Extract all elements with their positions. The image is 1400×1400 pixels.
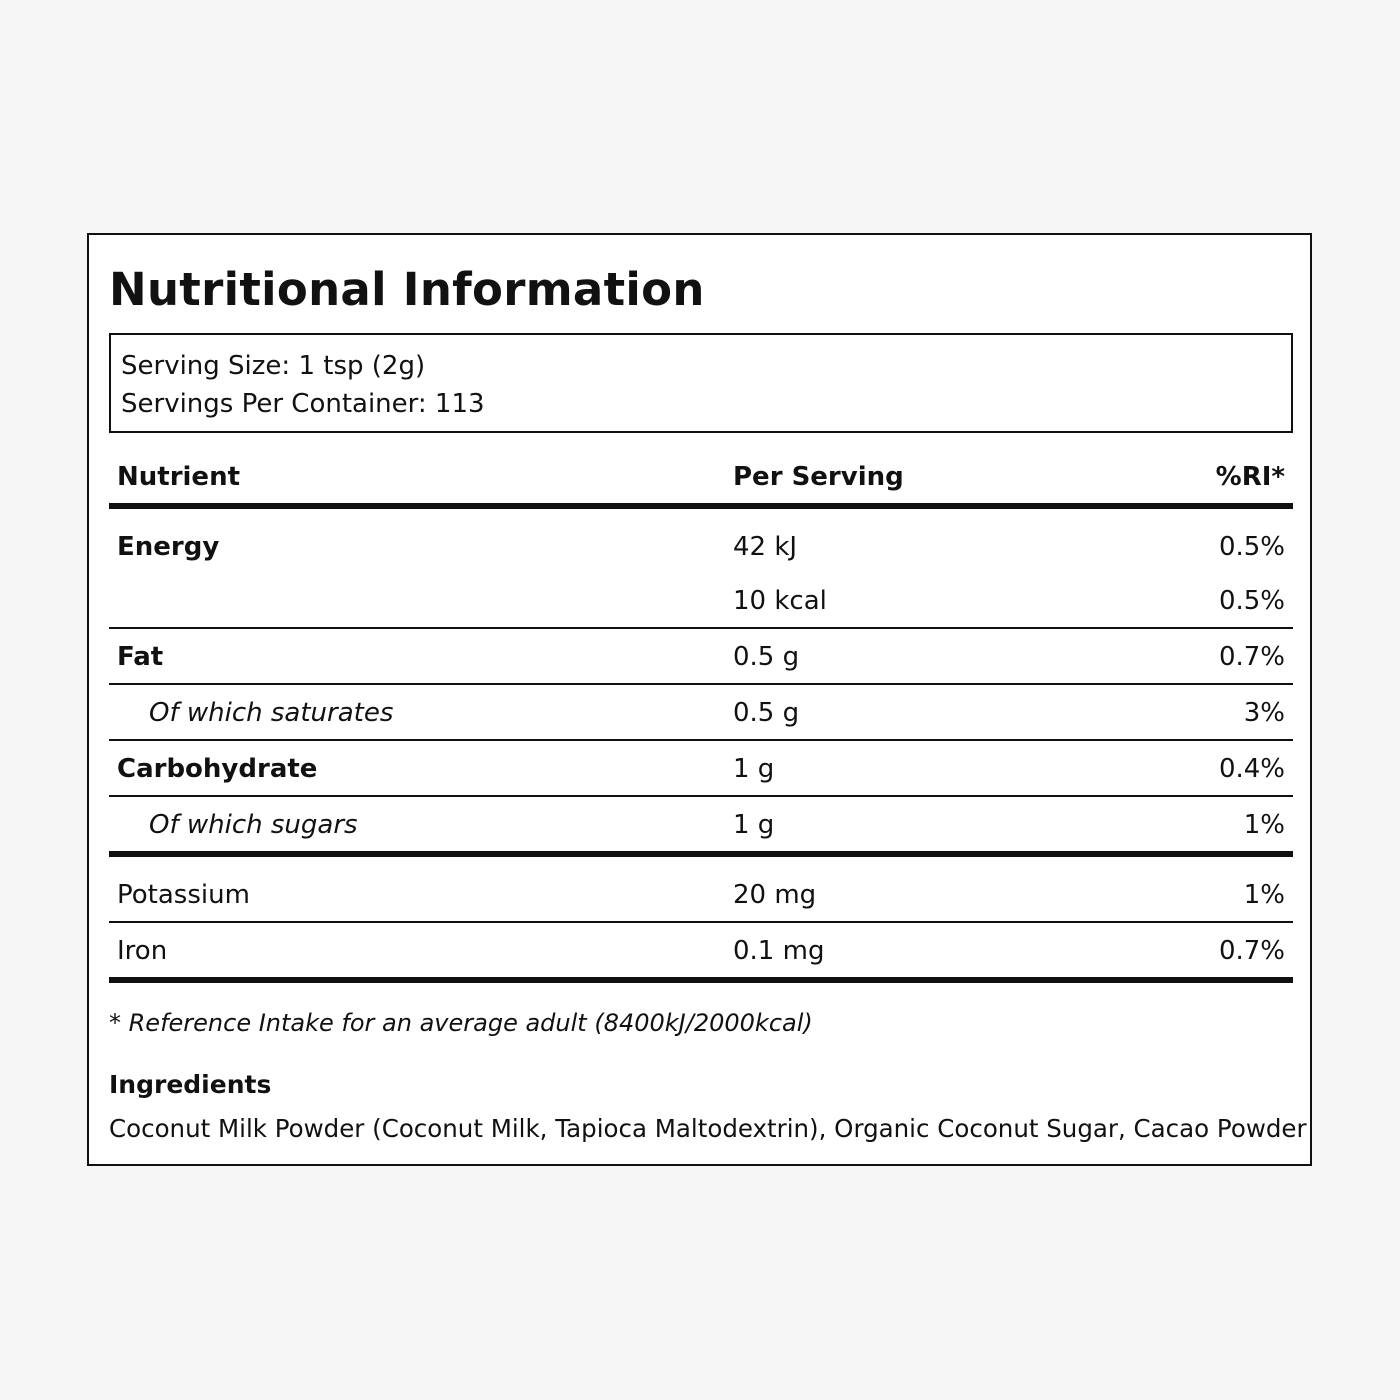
nutrition-label: Nutritional Information Serving Size: 1 … [87, 233, 1312, 1166]
nutrition-table: Nutrient Per Serving %RI* Energy 42 kJ 0… [109, 455, 1293, 983]
table-row-energy-kcal: 10 kcal 0.5% [109, 573, 1293, 629]
table-row-sugars: Of which sugars 1 g 1% [109, 797, 1293, 857]
ri-value: 0.5% [1218, 586, 1285, 616]
nutrient-name: Potassium [117, 880, 250, 910]
header-per-serving: Per Serving [733, 462, 904, 492]
table-row-potassium: Potassium 20 mg 1% [109, 857, 1293, 923]
nutrient-name: Energy [117, 532, 220, 562]
ri-value: 1% [1243, 880, 1285, 910]
label-title: Nutritional Information [109, 263, 705, 316]
ingredients-list: Coconut Milk Powder (Coconut Milk, Tapio… [109, 1114, 1307, 1143]
serving-size: Serving Size: 1 tsp (2g) [121, 351, 426, 381]
nutrient-name: Of which saturates [149, 698, 394, 728]
serving-info-box: Serving Size: 1 tsp (2g) Servings Per Co… [109, 333, 1293, 433]
per-serving-value: 10 kcal [733, 586, 827, 616]
header-ri: %RI* [1215, 462, 1285, 492]
ri-value: 0.7% [1218, 642, 1285, 672]
per-serving-value: 1 g [733, 810, 775, 840]
per-serving-value: 0.5 g [733, 698, 800, 728]
servings-per-container: Servings Per Container: 113 [121, 389, 485, 419]
table-row-fat: Fat 0.5 g 0.7% [109, 629, 1293, 685]
ri-value: 0.7% [1218, 936, 1285, 966]
reference-intake-footnote: * Reference Intake for an average adult … [109, 1009, 813, 1037]
table-row-iron: Iron 0.1 mg 0.7% [109, 923, 1293, 983]
nutrient-name: Iron [117, 936, 168, 966]
per-serving-value: 0.1 mg [733, 936, 825, 966]
per-serving-value: 20 mg [733, 880, 817, 910]
ingredients-heading: Ingredients [109, 1070, 272, 1099]
per-serving-value: 0.5 g [733, 642, 800, 672]
per-serving-value: 1 g [733, 754, 775, 784]
per-serving-value: 42 kJ [733, 532, 798, 562]
header-nutrient: Nutrient [117, 462, 241, 492]
table-header-row: Nutrient Per Serving %RI* [109, 455, 1293, 509]
nutrient-name: Fat [117, 642, 164, 672]
table-row-saturates: Of which saturates 0.5 g 3% [109, 685, 1293, 741]
nutrient-name: Of which sugars [149, 810, 358, 840]
table-row-carbohydrate: Carbohydrate 1 g 0.4% [109, 741, 1293, 797]
ri-value: 3% [1243, 698, 1285, 728]
ri-value: 1% [1243, 810, 1285, 840]
nutrient-name: Carbohydrate [117, 754, 318, 784]
ri-value: 0.5% [1218, 532, 1285, 562]
table-row-energy-kj: Energy 42 kJ 0.5% [109, 509, 1293, 573]
ri-value: 0.4% [1218, 754, 1285, 784]
